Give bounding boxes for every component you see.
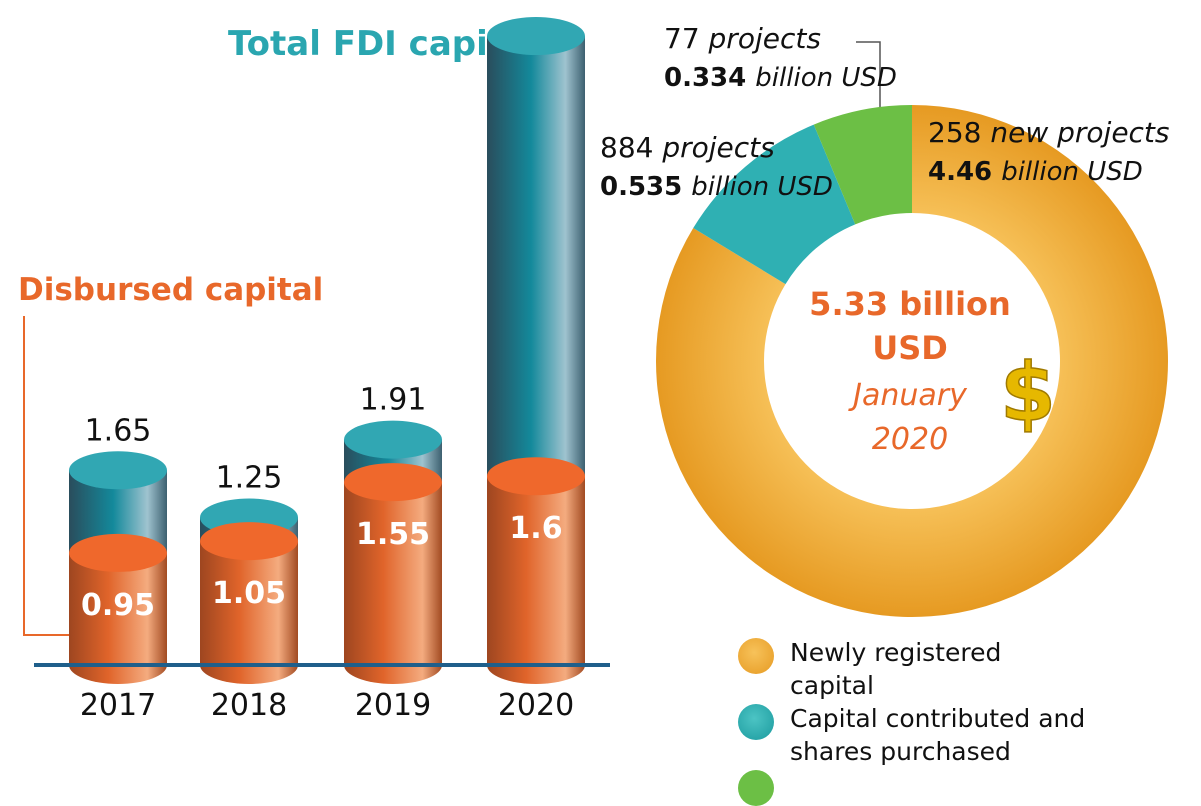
legend-item-partial	[738, 768, 1090, 806]
disbursed-bar-body	[344, 482, 442, 684]
legend-swatch	[738, 770, 774, 806]
bar-2019: 1.91 1.55 2019	[344, 383, 442, 723]
disbursed-bar-body	[200, 541, 298, 684]
year-label: 2019	[355, 688, 431, 723]
fdi-infographic: Total FDI capital Disbursed capital 1.65…	[18, 17, 1170, 723]
donut-slice-2	[693, 124, 856, 285]
legend-item-new: Newly registered capital	[738, 636, 1090, 702]
series-title-disbursed: Disbursed capital	[18, 272, 323, 308]
slice-annotation-1: 258 new projects 4.46 billion USD	[928, 116, 1170, 187]
disbursed-value-label: 1.05	[212, 576, 286, 611]
series-title-total: Total FDI capital	[228, 24, 539, 64]
disbursed-bar-top	[487, 457, 585, 496]
donut-legend: Newly registered capital Capital contrib…	[738, 636, 1090, 806]
amount-label: 0.334 billion USD	[664, 63, 897, 93]
svg-text:$: $	[1000, 346, 1056, 439]
donut-slice-3	[813, 105, 912, 225]
total-value-label: 1.25	[216, 461, 283, 496]
legend-swatch	[738, 638, 774, 674]
disbursed-bar-top	[69, 533, 167, 572]
slice-annotation-3: 77 projects 0.334 billion USD	[664, 22, 897, 93]
projects-label: 77 projects	[664, 22, 821, 55]
year-label: 2018	[211, 688, 287, 723]
legend-swatch	[738, 704, 774, 740]
projects-label: 884 projects	[600, 131, 775, 164]
disbursed-value-label: 0.95	[81, 588, 155, 623]
donut-center-period: January 2020	[848, 378, 968, 457]
total-bar-body	[487, 36, 585, 477]
total-bar-top	[344, 420, 442, 459]
bar-2020: 1.6 2020	[487, 17, 585, 723]
year-label: 2017	[80, 688, 156, 723]
projects-label: 258 new projects	[928, 116, 1170, 149]
total-value-label: 1.65	[85, 413, 152, 448]
green-leader-line	[856, 41, 881, 122]
disbursed-bar-body	[487, 476, 585, 684]
amount-label: 0.535 billion USD	[600, 172, 833, 202]
amount-label: 4.46 billion USD	[928, 157, 1143, 187]
total-value-label: 1.91	[360, 383, 427, 418]
disbursed-bar-top	[344, 463, 442, 502]
bar-2017: 1.65 0.95 2017	[69, 413, 167, 723]
legend-label: Capital contributed and shares purchased	[790, 704, 1086, 766]
slice-annotation-2: 884 projects 0.535 billion USD	[600, 131, 833, 202]
disbursed-value-label: 1.6	[509, 511, 562, 546]
donut-slice-1	[656, 105, 1168, 617]
total-bar-top	[69, 451, 167, 490]
legend-item-contributed: Capital contributed and shares purchased	[738, 702, 1090, 768]
disbursed-value-label: 1.55	[356, 517, 430, 552]
disbursed-bar-top	[200, 522, 298, 561]
disbursed-leader-line	[23, 316, 72, 636]
donut-center-value: 5.33 billion USD	[809, 285, 1011, 367]
year-label: 2020	[498, 688, 574, 723]
disbursed-bar-body	[69, 552, 167, 684]
legend-label: Newly registered capital	[790, 638, 1002, 700]
dollar-sign-icon: $	[999, 345, 1056, 440]
total-bar-top	[487, 17, 585, 56]
bar-2018: 1.25 1.05 2018	[200, 461, 298, 723]
